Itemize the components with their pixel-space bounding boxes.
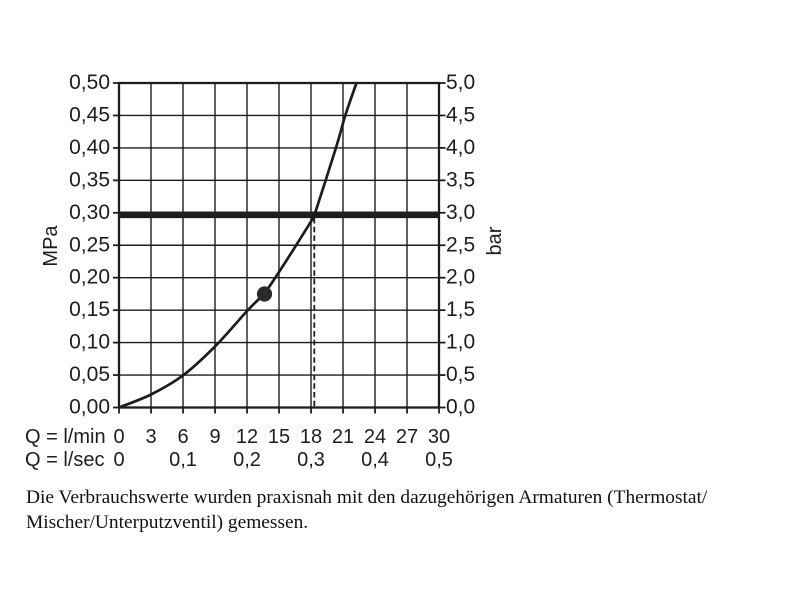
svg-text:2,5: 2,5 xyxy=(446,233,475,256)
svg-text:0,20: 0,20 xyxy=(69,266,110,289)
svg-text:0,45: 0,45 xyxy=(69,103,110,126)
svg-text:12: 12 xyxy=(236,426,258,448)
svg-text:3,5: 3,5 xyxy=(446,168,475,191)
svg-text:15: 15 xyxy=(268,426,290,448)
svg-text:0,05: 0,05 xyxy=(69,363,110,386)
svg-text:24: 24 xyxy=(364,426,386,448)
svg-text:bar: bar xyxy=(484,226,506,255)
svg-text:Mischer/Unterputzventil) gemes: Mischer/Unterputzventil) gemessen. xyxy=(26,512,308,533)
svg-text:0,15: 0,15 xyxy=(69,298,110,321)
svg-text:3,0: 3,0 xyxy=(446,201,475,224)
svg-text:Q = l/min: Q = l/min xyxy=(25,426,106,448)
svg-text:1,5: 1,5 xyxy=(446,298,475,321)
svg-text:MPa: MPa xyxy=(40,225,62,267)
svg-text:0,1: 0,1 xyxy=(169,449,197,471)
svg-text:30: 30 xyxy=(428,426,450,448)
svg-text:18: 18 xyxy=(300,426,322,448)
svg-text:0: 0 xyxy=(113,449,124,471)
svg-text:0,5: 0,5 xyxy=(425,449,453,471)
svg-text:9: 9 xyxy=(209,426,220,448)
svg-text:0,50: 0,50 xyxy=(69,71,110,94)
svg-text:27: 27 xyxy=(396,426,418,448)
svg-text:0,3: 0,3 xyxy=(297,449,325,471)
svg-text:5,0: 5,0 xyxy=(446,71,475,94)
svg-text:0,10: 0,10 xyxy=(69,331,110,354)
svg-text:0: 0 xyxy=(113,426,124,448)
svg-text:0,00: 0,00 xyxy=(69,396,110,419)
svg-text:3: 3 xyxy=(145,426,156,448)
svg-text:0,25: 0,25 xyxy=(69,233,110,256)
svg-text:0,5: 0,5 xyxy=(446,363,475,386)
svg-text:0,2: 0,2 xyxy=(233,449,261,471)
svg-text:6: 6 xyxy=(177,426,188,448)
svg-text:0,4: 0,4 xyxy=(361,449,389,471)
svg-text:Q = l/sec: Q = l/sec xyxy=(25,449,104,471)
svg-text:21: 21 xyxy=(332,426,354,448)
svg-text:1,0: 1,0 xyxy=(446,331,475,354)
svg-text:0,0: 0,0 xyxy=(446,396,475,419)
svg-text:0,30: 0,30 xyxy=(69,201,110,224)
svg-text:4,5: 4,5 xyxy=(446,103,475,126)
svg-text:0,40: 0,40 xyxy=(69,136,110,159)
svg-text:4,0: 4,0 xyxy=(446,136,475,159)
svg-text:Die Verbrauchswerte wurden pra: Die Verbrauchswerte wurden praxisnah mit… xyxy=(26,487,708,508)
svg-text:0,35: 0,35 xyxy=(69,168,110,191)
svg-text:2,0: 2,0 xyxy=(446,266,475,289)
